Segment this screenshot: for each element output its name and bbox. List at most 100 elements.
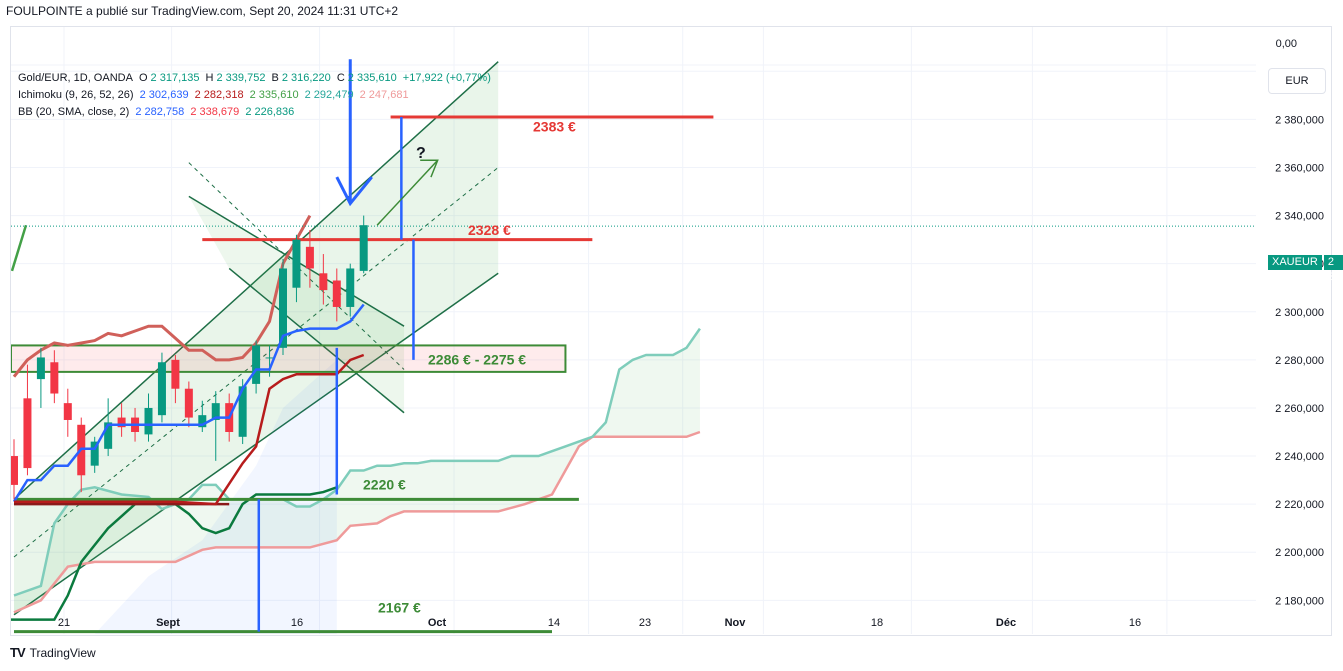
candle-body: [117, 417, 126, 428]
y-tick-label: 2 240,000: [1275, 451, 1324, 463]
bb-fill: [14, 359, 337, 634]
tradingview-brand: TradingView: [29, 645, 96, 660]
rising-channel-fill: [14, 61, 499, 615]
chart-frame[interactable]: [10, 26, 1332, 636]
plot-area: 2383 € 2328 € 2220 € 2167 € 2286 € - 2275 €?: [11, 27, 1256, 634]
down-arrow-head: [335, 176, 373, 207]
support-zone: [11, 344, 567, 373]
open-label: O: [138, 72, 148, 84]
bb-label[interactable]: BB (20, SMA, close, 2): [18, 106, 130, 118]
close-label: C: [336, 72, 345, 84]
ichimoku-span-b: [13, 430, 701, 614]
question-annotation: ?: [416, 145, 426, 162]
high-value: 2 339,752: [216, 72, 266, 84]
low-label: B: [271, 72, 279, 84]
candle-body: [292, 239, 301, 288]
bb-upper-value: 2 338,679: [190, 106, 240, 118]
y-tick-label: 2 300,000: [1275, 307, 1324, 319]
publish-header: FOULPOINTE a publié sur TradingView.com,…: [6, 4, 399, 18]
x-tick-label: 23: [639, 617, 651, 629]
falling-channel-bottom: [228, 267, 405, 414]
ichimoku-tenkan-value: 2 302,639: [139, 89, 189, 101]
bb-basis-value: 2 282,758: [135, 106, 185, 118]
candle-body: [265, 357, 274, 359]
open-value: 2 317,135: [150, 72, 200, 84]
ichimoku-span-b-value: 2 247,681: [359, 89, 409, 101]
x-tick-label: Sept: [156, 617, 180, 629]
ichimoku-kijun: [14, 353, 365, 506]
candle-body: [50, 362, 59, 394]
footer-branding[interactable]: TV TradingView: [10, 645, 96, 660]
level-label-2167: 2167 €: [378, 599, 421, 615]
y-tick-label: 2 340,000: [1275, 211, 1324, 223]
ichimoku-chikou: [12, 214, 312, 378]
candle-body: [36, 357, 45, 380]
x-tick-label: 16: [1129, 617, 1141, 629]
change-value: +17,922 (+0,77%): [402, 72, 491, 84]
ichimoku-span-a: [13, 327, 701, 597]
candle-body: [238, 386, 247, 437]
low-value: 2 316,220: [281, 72, 331, 84]
candle-body: [157, 362, 166, 416]
x-tick-label: Nov: [725, 617, 747, 629]
ichimoku-kijun-value: 2 282,318: [194, 89, 244, 101]
candle-body: [198, 415, 207, 428]
ichimoku-row[interactable]: Ichimoku (9, 26, 52, 26) 2 302,639 2 282…: [18, 87, 494, 104]
candle-body: [23, 398, 32, 469]
ichimoku-label[interactable]: Ichimoku (9, 26, 52, 26): [18, 89, 134, 101]
candle-body: [184, 388, 193, 418]
price-tag-value: 2 335,610: [1323, 255, 1343, 283]
bb-row[interactable]: BB (20, SMA, close, 2) 2 282,758 2 338,6…: [18, 104, 494, 121]
close-value: 2 335,610: [347, 72, 397, 84]
candle-body: [144, 407, 153, 435]
candle-body: [332, 280, 341, 307]
ichimoku-span-a-value: 2 292,479: [304, 89, 354, 101]
ichimoku-lagging: [11, 486, 338, 621]
y-tick-label: 2 380,000: [1275, 114, 1324, 126]
candle-body: [211, 403, 220, 420]
candle-body: [319, 273, 328, 291]
tradingview-logo-icon: TV: [10, 645, 26, 660]
x-tick-label: 21: [58, 617, 70, 629]
candle-body: [171, 359, 180, 389]
candle-body: [104, 422, 113, 449]
zone-label: 2286 € - 2275 €: [428, 352, 526, 368]
price-tag-symbol: XAUEUR: [1268, 255, 1322, 270]
falling-channel-mid: [188, 162, 405, 370]
last-price-tag: XAUEUR 2 335,610: [1268, 255, 1343, 283]
candle-body: [279, 268, 287, 348]
chikou-segment: [11, 224, 28, 272]
green-arrow-shaft: [376, 159, 439, 226]
bb-lower-value: 2 226,836: [245, 106, 295, 118]
y-top-label: 0,00: [1276, 38, 1297, 50]
candle-body: [359, 225, 368, 271]
candle-body: [346, 268, 355, 307]
level-label-2220: 2220 €: [363, 477, 406, 493]
currency-button[interactable]: EUR: [1268, 68, 1326, 94]
x-tick-label: Déc: [996, 617, 1016, 629]
x-tick-label: 16: [291, 617, 303, 629]
ichimoku-chikou-value: 2 335,610: [249, 89, 299, 101]
ichimoku-tenkan: [12, 303, 365, 503]
candle-body: [305, 246, 314, 269]
candle-body: [90, 441, 99, 466]
candle-body: [252, 345, 261, 384]
x-tick-label: 14: [548, 617, 560, 629]
high-label: H: [205, 72, 214, 84]
y-tick-label: 2 360,000: [1275, 162, 1324, 174]
candle-body: [63, 403, 72, 420]
x-tick-label: Oct: [428, 617, 447, 629]
level-label-2383: 2383 €: [533, 118, 576, 134]
green-arrow-head: [420, 159, 439, 178]
y-tick-label: 2 200,000: [1275, 547, 1324, 559]
y-tick-label: 2 220,000: [1275, 499, 1324, 511]
candle-body: [11, 456, 18, 485]
symbol-label[interactable]: Gold/EUR, 1D, OANDA: [18, 72, 133, 84]
level-label-2328: 2328 €: [468, 222, 511, 238]
rising-channel-upper: [13, 61, 499, 500]
x-tick-label: 18: [871, 617, 883, 629]
y-tick-label: 2 180,000: [1275, 595, 1324, 607]
